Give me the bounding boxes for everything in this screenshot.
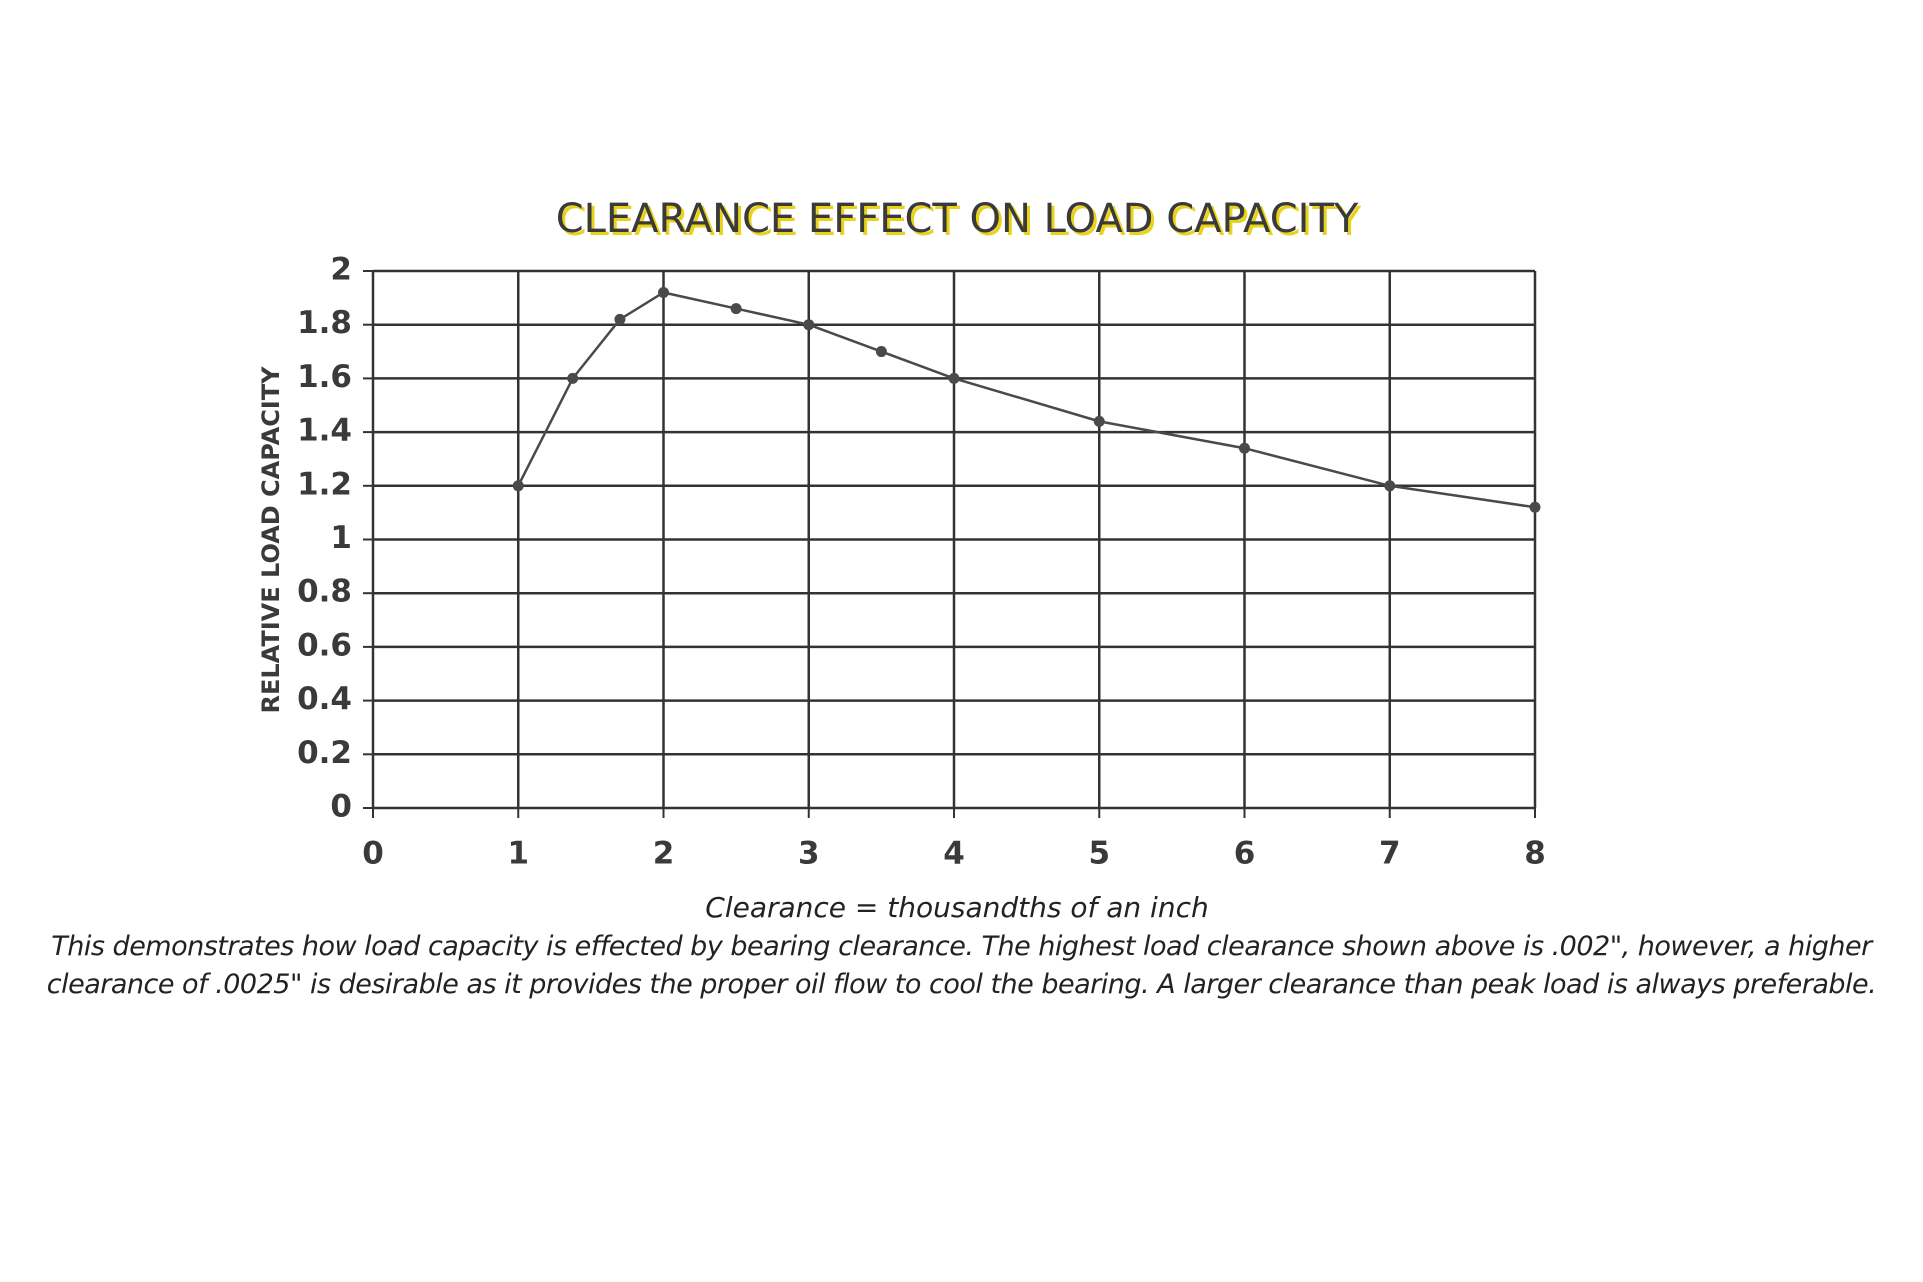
x-tick-label: 0 — [362, 836, 384, 872]
data-point — [658, 286, 669, 298]
y-axis-label: RELATIVE LOAD CAPACITY — [257, 366, 285, 714]
y-tick-label: 0 — [330, 789, 352, 825]
x-tick-label: 1 — [507, 836, 529, 872]
data-point — [567, 372, 579, 384]
chart-title-shadow: CLEARANCE EFFECT ON LOAD CAPACITY — [559, 199, 1362, 245]
x-tick-label: 2 — [653, 836, 675, 872]
y-tick-label: 1.8 — [297, 305, 352, 341]
data-point — [803, 319, 815, 331]
data-point — [1093, 415, 1105, 427]
chart-title: CLEARANCE EFFECT ON LOAD CAPACITY — [556, 196, 1359, 242]
y-tick-label: 1.2 — [297, 466, 352, 502]
data-point — [1239, 442, 1250, 454]
data-point — [730, 303, 742, 315]
data-point — [614, 313, 626, 325]
caption: This demonstrates how load capacity is e… — [46, 931, 1877, 1000]
y-tick-label: 2 — [330, 252, 352, 288]
y-tick-label: 1.6 — [297, 359, 352, 395]
y-tick-label: 0.4 — [297, 681, 352, 717]
data-point — [1529, 501, 1541, 513]
x-tick-label: 7 — [1379, 836, 1401, 872]
x-tick-label: 6 — [1234, 836, 1256, 872]
x-tick-label: 4 — [943, 836, 965, 872]
x-tick-label: 5 — [1088, 836, 1110, 872]
y-tick-label: 0.8 — [297, 574, 352, 610]
x-tick-label: 3 — [798, 836, 820, 872]
y-tick-label: 0.6 — [297, 627, 352, 663]
x-axis-label: Clearance = thousandths of an inch — [705, 891, 1208, 924]
data-line — [517, 291, 1536, 509]
y-tick-label: 0.2 — [297, 735, 352, 771]
data-point — [875, 346, 887, 358]
y-tick-label: 1 — [330, 520, 352, 556]
data-point — [948, 372, 960, 384]
data-point — [512, 480, 524, 492]
x-tick-label: 8 — [1524, 836, 1546, 872]
y-tick-label: 1.4 — [297, 413, 352, 449]
data-point — [1384, 480, 1396, 492]
